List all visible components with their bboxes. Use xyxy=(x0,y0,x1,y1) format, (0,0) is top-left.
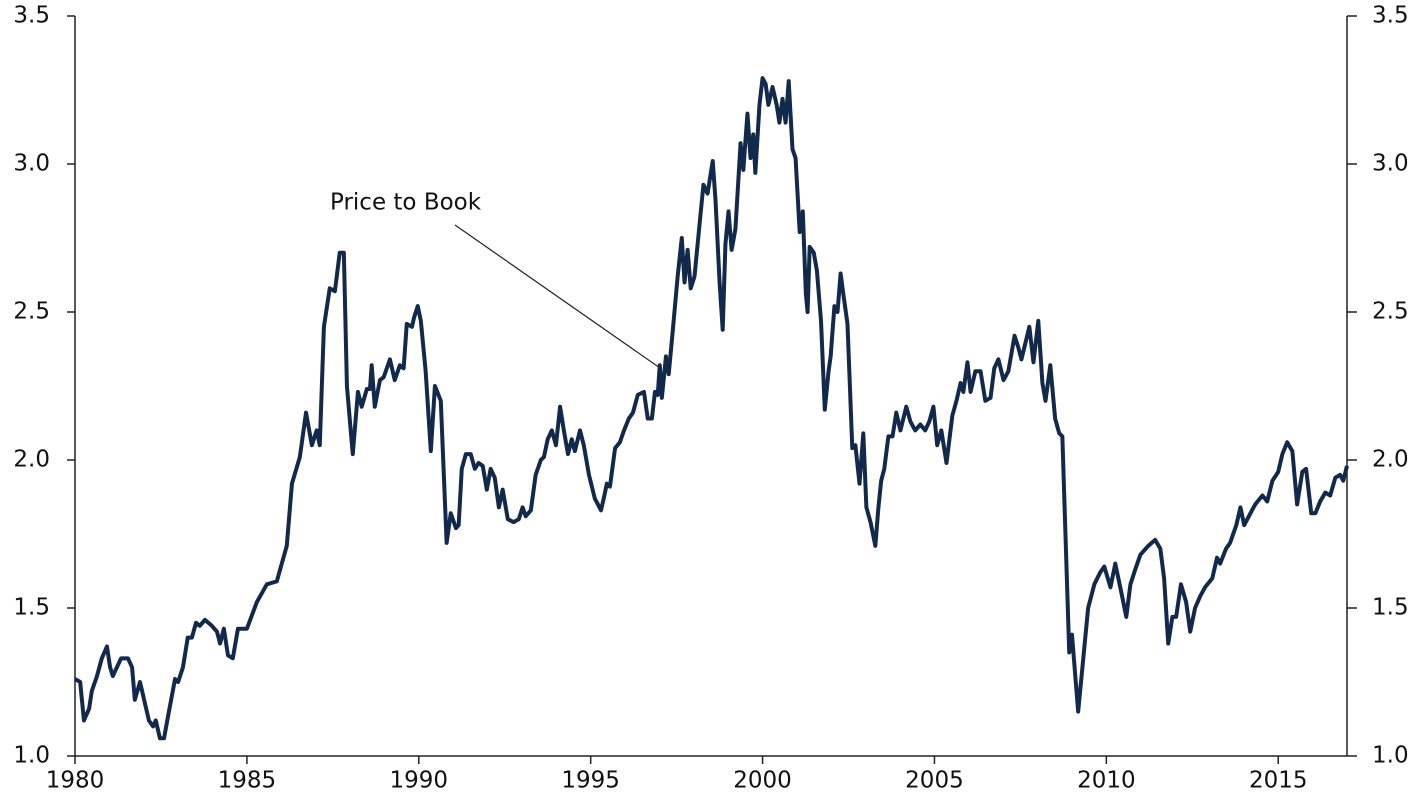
annotation-arrow xyxy=(454,224,661,369)
x-tick-label: 1990 xyxy=(390,768,449,794)
x-tick-label: 2015 xyxy=(1249,768,1308,794)
annotation: Price to Book xyxy=(330,190,482,216)
series-line xyxy=(74,76,1349,741)
y2-tick-label: 2.0 xyxy=(1372,447,1409,473)
x-tick-label: 2010 xyxy=(1077,768,1136,794)
y2-tick-label: 2.5 xyxy=(1372,299,1409,325)
y-tick-label: 1.5 xyxy=(13,595,50,621)
y2-tick-label: 1.0 xyxy=(1372,743,1409,769)
x-tick-label: 2000 xyxy=(733,768,792,794)
x-tick-label: 1985 xyxy=(218,768,277,794)
y-tick-label: 3.0 xyxy=(13,151,50,177)
y2-tick-label: 3.5 xyxy=(1372,3,1409,29)
y-tick-label: 3.5 xyxy=(13,3,50,29)
y2-tick-label: 3.0 xyxy=(1372,151,1409,177)
x-tick-label: 2005 xyxy=(905,768,964,794)
y2-tick-label: 1.5 xyxy=(1372,595,1409,621)
y-tick-label: 2.0 xyxy=(13,447,50,473)
y-tick-label: 2.5 xyxy=(13,299,50,325)
x-tick-label: 1980 xyxy=(46,768,105,794)
y-tick-label: 1.0 xyxy=(13,743,50,769)
x-tick-label: 1995 xyxy=(561,768,620,794)
